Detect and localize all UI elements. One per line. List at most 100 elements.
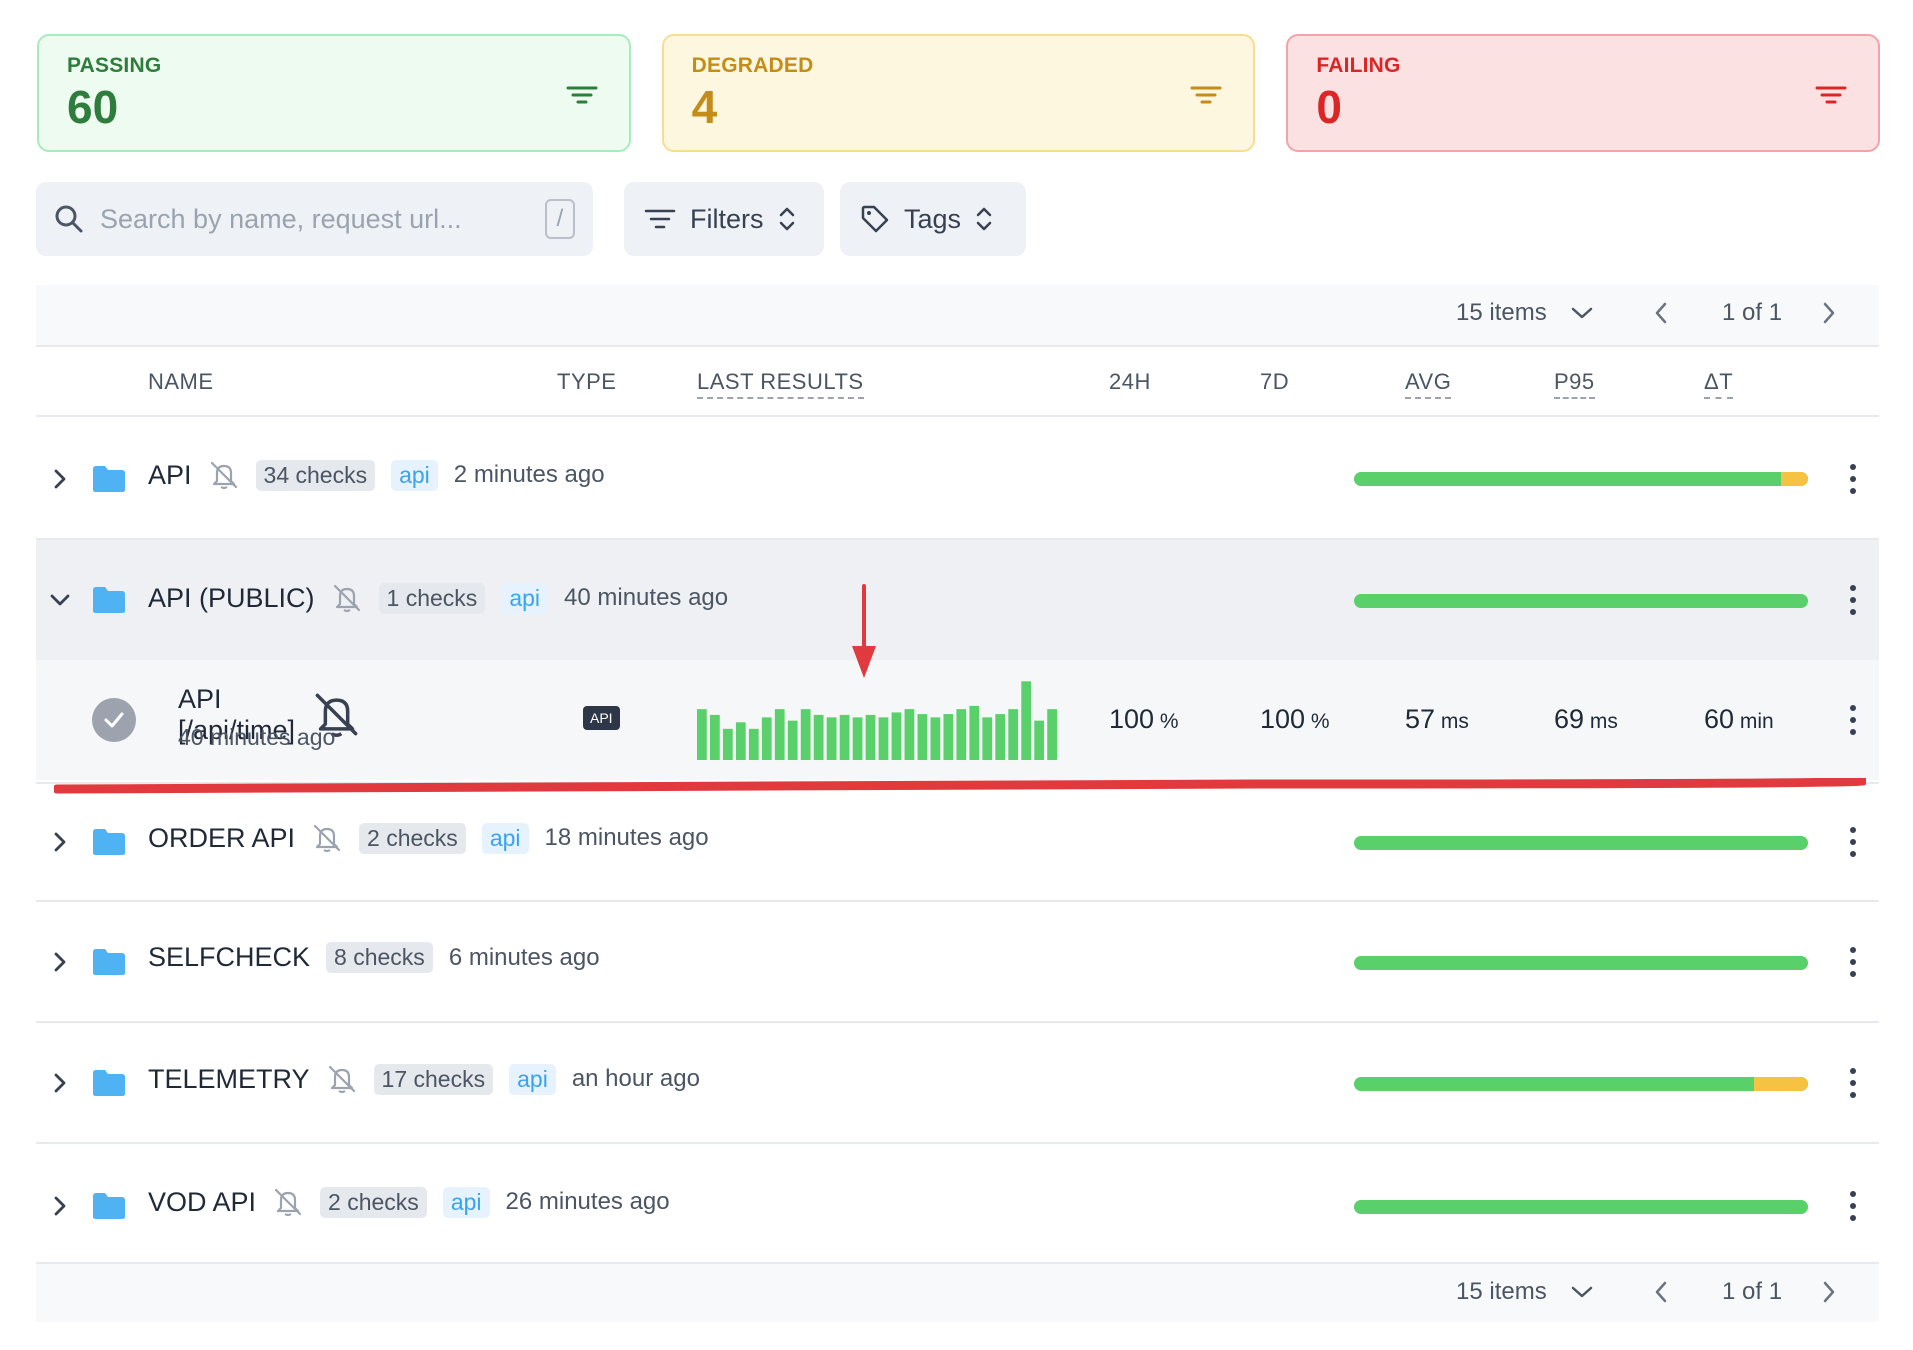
- result-bar[interactable]: [904, 709, 915, 760]
- failing-card[interactable]: FAILING 0: [1286, 34, 1881, 152]
- group-row[interactable]: VOD API 2 checks api 26 minutes ago: [36, 1144, 1879, 1262]
- check-frequency: 60 min: [1704, 704, 1774, 734]
- passing-card[interactable]: PASSING 60: [37, 34, 631, 152]
- result-bar[interactable]: [995, 714, 1006, 760]
- bell-off-icon[interactable]: [311, 822, 343, 854]
- result-bar[interactable]: [917, 714, 928, 760]
- last-run-time: 40 minutes ago: [564, 584, 729, 611]
- group-row[interactable]: API 34 checks api 2 minutes ago: [36, 419, 1879, 540]
- result-bar[interactable]: [982, 717, 993, 760]
- group-row[interactable]: ORDER API 2 checks api 18 minutes ago: [36, 782, 1879, 902]
- result-bar[interactable]: [761, 717, 772, 760]
- column-p95[interactable]: P95: [1554, 369, 1595, 399]
- column-last-results[interactable]: LAST RESULTS: [697, 369, 864, 399]
- bell-off-icon[interactable]: [208, 459, 240, 491]
- bell-off-icon[interactable]: [331, 582, 363, 614]
- more-options-icon[interactable]: [1848, 826, 1858, 858]
- chevron-right-icon[interactable]: [1822, 1280, 1836, 1304]
- result-bar[interactable]: [943, 714, 954, 760]
- column-name[interactable]: NAME: [148, 369, 214, 394]
- result-bar[interactable]: [826, 717, 837, 760]
- result-bar[interactable]: [813, 714, 824, 760]
- result-bar[interactable]: [800, 709, 811, 760]
- result-bar[interactable]: [891, 712, 902, 760]
- tag-badge[interactable]: api: [391, 459, 438, 491]
- degraded-segment: [1753, 1077, 1808, 1091]
- folder-icon: [93, 1070, 125, 1096]
- tag-badge[interactable]: api: [442, 1186, 490, 1218]
- chevron-right-icon[interactable]: [48, 467, 72, 491]
- result-bar[interactable]: [787, 720, 798, 760]
- checks-count-badge: 2 checks: [359, 822, 466, 854]
- items-per-page-select[interactable]: 15 items: [1456, 1278, 1593, 1306]
- items-count: 15 items: [1456, 299, 1547, 326]
- group-row[interactable]: SELFCHECK 8 checks 6 minutes ago: [36, 902, 1879, 1023]
- result-bar[interactable]: [956, 709, 967, 760]
- check-row[interactable]: API [/api/time] 40 minutes ago API 100 %…: [36, 660, 1879, 780]
- check-name[interactable]: API [/api/time]: [178, 684, 296, 745]
- tags-button[interactable]: Tags: [840, 182, 1026, 256]
- filters-button[interactable]: Filters: [624, 182, 824, 256]
- bell-off-icon[interactable]: [311, 689, 362, 740]
- chevron-right-icon[interactable]: [48, 1194, 72, 1218]
- chevron-down-icon[interactable]: [48, 588, 72, 612]
- result-bar[interactable]: [697, 709, 707, 760]
- result-bar[interactable]: [1034, 720, 1045, 760]
- chevron-right-icon[interactable]: [48, 950, 72, 974]
- group-row[interactable]: TELEMETRY 17 checks api an hour ago: [36, 1023, 1879, 1144]
- chevron-right-icon[interactable]: [1822, 301, 1836, 325]
- result-bar[interactable]: [930, 717, 941, 760]
- result-bar[interactable]: [735, 722, 746, 760]
- pagination-bottom: 15 items 1 of 1: [36, 1262, 1879, 1322]
- chevron-right-icon[interactable]: [48, 1071, 72, 1095]
- checks-count-badge: 2 checks: [320, 1186, 427, 1218]
- filter-icon[interactable]: [565, 80, 599, 110]
- column-delta-t[interactable]: ΔT: [1704, 369, 1734, 399]
- result-bar[interactable]: [852, 717, 863, 760]
- result-bar[interactable]: [839, 714, 850, 760]
- filter-icon: [644, 209, 676, 229]
- more-options-icon[interactable]: [1848, 704, 1858, 736]
- result-bar[interactable]: [709, 714, 720, 760]
- column-avg[interactable]: AVG: [1405, 369, 1452, 399]
- column-type[interactable]: TYPE: [557, 369, 617, 394]
- bell-off-icon[interactable]: [272, 1186, 304, 1218]
- result-bar[interactable]: [865, 714, 876, 760]
- more-options-icon[interactable]: [1848, 584, 1858, 616]
- more-options-icon[interactable]: [1848, 463, 1858, 495]
- result-bar[interactable]: [1008, 709, 1019, 760]
- result-bar[interactable]: [1021, 681, 1032, 760]
- filter-icon[interactable]: [1189, 80, 1223, 110]
- result-bar[interactable]: [748, 728, 759, 760]
- group-row[interactable]: API (PUBLIC) 1 checks api 40 minutes ago: [36, 540, 1879, 660]
- chevron-left-icon[interactable]: [1654, 301, 1668, 325]
- tag-badge[interactable]: api: [481, 822, 529, 854]
- search-input[interactable]: Search by name, request url...: [100, 203, 462, 234]
- chevron-left-icon[interactable]: [1654, 1280, 1668, 1304]
- result-bar[interactable]: [774, 709, 785, 760]
- more-options-icon[interactable]: [1848, 1190, 1858, 1222]
- last-run-time: 18 minutes ago: [544, 824, 709, 851]
- tag-badge[interactable]: api: [501, 582, 549, 614]
- checks-count-badge: 8 checks: [326, 942, 433, 973]
- result-bar[interactable]: [878, 717, 889, 760]
- result-bar[interactable]: [1047, 709, 1057, 760]
- tag-badge[interactable]: api: [509, 1063, 556, 1095]
- column-24h[interactable]: 24H: [1109, 369, 1151, 394]
- result-bar[interactable]: [722, 728, 733, 760]
- result-bar[interactable]: [969, 705, 980, 760]
- chevron-right-icon[interactable]: [48, 830, 72, 854]
- degraded-card[interactable]: DEGRADED 4: [661, 34, 1256, 152]
- column-7d[interactable]: 7D: [1260, 369, 1290, 394]
- passing-count: 60: [67, 81, 119, 133]
- checks-count-badge: 17 checks: [373, 1063, 494, 1095]
- last-results-sparkline[interactable]: [697, 678, 1057, 760]
- search-box[interactable]: Search by name, request url... /: [36, 182, 593, 256]
- filter-icon[interactable]: [1814, 80, 1848, 110]
- bell-off-icon[interactable]: [326, 1063, 358, 1095]
- more-options-icon[interactable]: [1848, 1067, 1858, 1099]
- items-per-page-select[interactable]: 15 items: [1456, 299, 1593, 327]
- filters-label: Filters: [690, 203, 764, 234]
- tag-icon: [861, 205, 889, 233]
- more-options-icon[interactable]: [1848, 946, 1858, 978]
